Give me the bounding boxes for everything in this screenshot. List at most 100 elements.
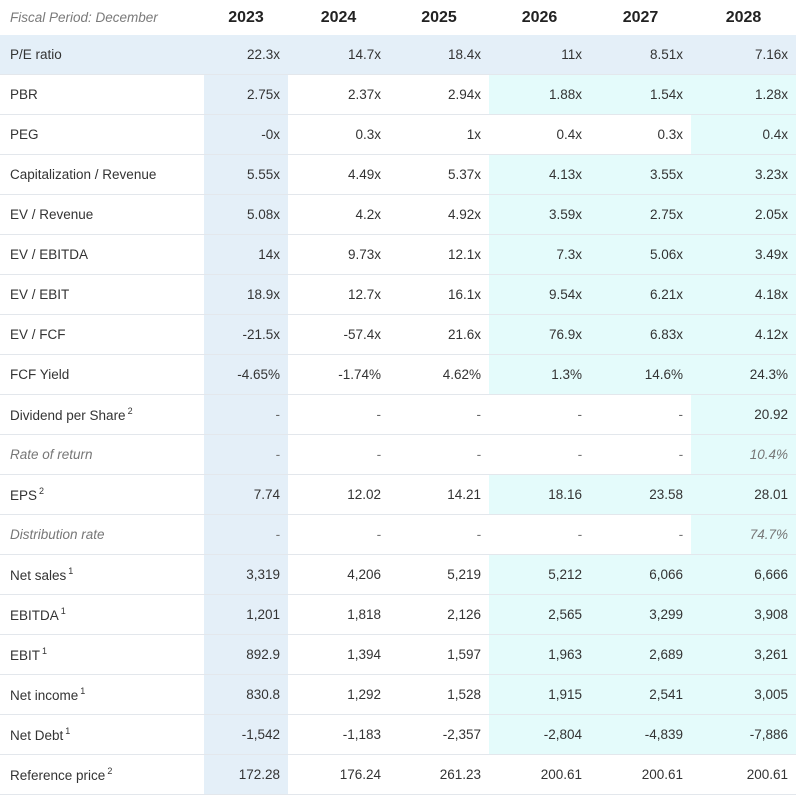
cell-2026: 1.3%: [489, 354, 590, 395]
cell-2028: 3.23x: [691, 154, 796, 195]
cell-2024: 14.7x: [288, 35, 389, 75]
cell-2023: 18.9x: [204, 274, 288, 315]
cell-2026: 0.4x: [489, 114, 590, 155]
cell-2023: 3,319: [204, 554, 288, 595]
row-label: P/E ratio: [0, 35, 204, 75]
cell-2026: 200.61: [489, 754, 590, 795]
row-label: FCF Yield: [0, 354, 204, 395]
cell-2023: 2.75x: [204, 74, 288, 115]
cell-2024: 2.37x: [288, 74, 389, 115]
table-row: Distribution rate - - - - -74.7%: [0, 514, 796, 555]
cell-2023: 172.28: [204, 754, 288, 795]
cell-2027: 2,541: [590, 674, 691, 715]
cell-2025: 261.23: [389, 754, 489, 795]
cell-2026: 1,915: [489, 674, 590, 715]
cell-2028: 4.18x: [691, 274, 796, 315]
cell-2023: 22.3x: [204, 35, 288, 75]
row-label: PBR: [0, 74, 204, 115]
cell-2027: 6.83x: [590, 314, 691, 355]
cell-2028: 3.49x: [691, 234, 796, 275]
cell-2025: -2,357: [389, 714, 489, 755]
cell-2025: 12.1x: [389, 234, 489, 275]
cell-2024: 176.24: [288, 754, 389, 795]
year-header-2025: 2025: [389, 0, 489, 35]
cell-2024: 9.73x: [288, 234, 389, 275]
cell-2024: -: [288, 514, 389, 555]
table-row: EV / EBIT 18.9x 12.7x 16.1x 9.54x 6.21x 4.18x: [0, 274, 796, 315]
fiscal-period-label: Fiscal Period: December: [0, 0, 204, 35]
table-row: Reference price 2 172.28 176.24 261.23 200.61…: [0, 754, 796, 795]
row-label-text: PBR: [10, 87, 38, 102]
cell-2026: -2,804: [489, 714, 590, 755]
cell-2027: 8.51x: [590, 35, 691, 75]
row-label-text: EV / FCF: [10, 327, 66, 342]
cell-2026: -: [489, 394, 590, 435]
row-label-text: Net Debt: [10, 728, 64, 743]
table-row: EBIT 1 892.9 1,394 1,597 1,963 2,689 3,261: [0, 634, 796, 675]
cell-2024: -: [288, 434, 389, 475]
cell-2025: 5.37x: [389, 154, 489, 195]
cell-2027: 14.6%: [590, 354, 691, 395]
cell-2028: 6,666: [691, 554, 796, 595]
cell-2025: 14.21: [389, 474, 489, 515]
year-header-2023: 2023: [204, 0, 288, 35]
cell-2026: -: [489, 434, 590, 475]
row-label-text: FCF Yield: [10, 367, 70, 382]
cell-2027: 3.55x: [590, 154, 691, 195]
row-label-text: EBITDA: [10, 608, 59, 623]
row-label: Dividend per Share 2: [0, 394, 204, 435]
cell-2027: 3,299: [590, 594, 691, 635]
cell-2023: -0x: [204, 114, 288, 155]
row-label: EV / Revenue: [0, 194, 204, 235]
row-label: EBITDA 1: [0, 594, 204, 635]
table-row: EV / Revenue 5.08x 4.2x 4.92x 3.59x 2.75x 2.05…: [0, 194, 796, 235]
cell-2025: -: [389, 394, 489, 435]
cell-2028: 2.05x: [691, 194, 796, 235]
cell-2023: -: [204, 394, 288, 435]
cell-2028: 0.4x: [691, 114, 796, 155]
cell-2027: 1.54x: [590, 74, 691, 115]
row-label-text: Capitalization / Revenue: [10, 167, 157, 182]
row-label: EV / EBIT: [0, 274, 204, 315]
footnote-marker: 2: [127, 406, 133, 416]
year-header-2024: 2024: [288, 0, 389, 35]
cell-2024: 0.3x: [288, 114, 389, 155]
row-label-text: EPS: [10, 488, 38, 503]
cell-2023: -1,542: [204, 714, 288, 755]
cell-2028: 7.16x: [691, 35, 796, 75]
row-label-text: Net income: [10, 688, 79, 703]
cell-2026: 1,963: [489, 634, 590, 675]
cell-2028: 200.61: [691, 754, 796, 795]
cell-2025: 16.1x: [389, 274, 489, 315]
footnote-marker: 2: [39, 486, 45, 496]
row-label: Net Debt 1: [0, 714, 204, 755]
row-label-text: Reference price: [10, 768, 106, 783]
table-header-row: Fiscal Period: December 2023 2024 2025 2…: [0, 0, 796, 35]
cell-2023: 14x: [204, 234, 288, 275]
cell-2027: 2.75x: [590, 194, 691, 235]
cell-2028: 4.12x: [691, 314, 796, 355]
cell-2026: 4.13x: [489, 154, 590, 195]
row-label: Net income 1: [0, 674, 204, 715]
cell-2028: 24.3%: [691, 354, 796, 395]
row-label-text: EV / EBIT: [10, 287, 70, 302]
cell-2024: 4.49x: [288, 154, 389, 195]
row-label: Distribution rate: [0, 514, 204, 555]
cell-2025: 21.6x: [389, 314, 489, 355]
row-label-text: Rate of return: [10, 447, 93, 462]
cell-2024: 1,818: [288, 594, 389, 635]
footnote-marker: 1: [60, 606, 66, 616]
cell-2025: 1,597: [389, 634, 489, 675]
year-header-2026: 2026: [489, 0, 590, 35]
cell-2026: 76.9x: [489, 314, 590, 355]
year-header-2028: 2028: [691, 0, 796, 35]
table-row: EV / FCF -21.5x -57.4x 21.6x 76.9x 6.83x 4.12x: [0, 314, 796, 355]
row-label: EV / FCF: [0, 314, 204, 355]
cell-2025: 2,126: [389, 594, 489, 635]
cell-2024: 4,206: [288, 554, 389, 595]
cell-2023: 1,201: [204, 594, 288, 635]
cell-2028: 74.7%: [691, 514, 796, 555]
cell-2027: -: [590, 394, 691, 435]
cell-2027: 6.21x: [590, 274, 691, 315]
cell-2024: 12.02: [288, 474, 389, 515]
